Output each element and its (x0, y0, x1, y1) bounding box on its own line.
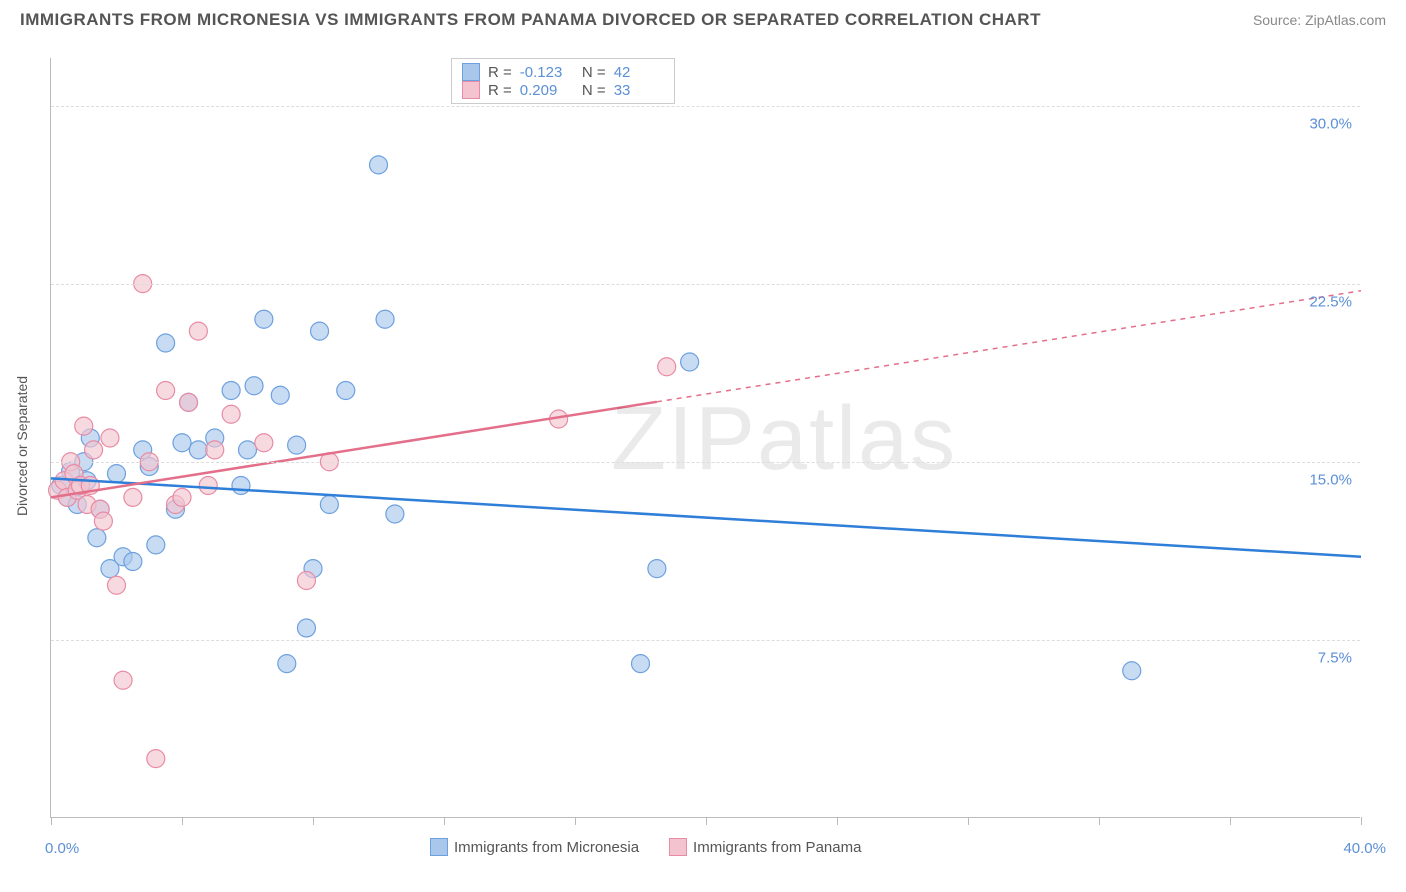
legend-label: Immigrants from Panama (693, 839, 861, 856)
x-tick (444, 817, 445, 825)
x-tick (706, 817, 707, 825)
y-tick-label: 22.5% (1309, 293, 1352, 310)
stats-row: R = -0.123 N = 42 (462, 63, 664, 81)
n-value: 42 (614, 64, 664, 81)
x-tick (1361, 817, 1362, 825)
gridline (51, 284, 1360, 285)
plot-area: ZIPatlas R =-0.123 N =42R =0.209 N =33 7… (50, 58, 1360, 818)
x-tick (51, 817, 52, 825)
x-max-label: 40.0% (1343, 840, 1386, 857)
x-tick (575, 817, 576, 825)
n-label: N = (578, 64, 606, 81)
y-tick-label: 7.5% (1318, 649, 1352, 666)
legend-item: Immigrants from Micronesia (430, 838, 639, 856)
x-tick (837, 817, 838, 825)
x-tick (313, 817, 314, 825)
x-tick (968, 817, 969, 825)
x-tick (1230, 817, 1231, 825)
x-tick (182, 817, 183, 825)
r-value: 0.209 (520, 82, 570, 99)
stats-row: R = 0.209 N = 33 (462, 81, 664, 99)
gridline (51, 640, 1360, 641)
legend-swatch (430, 838, 448, 856)
chart-title: IMMIGRANTS FROM MICRONESIA VS IMMIGRANTS… (20, 10, 1041, 30)
y-tick-label: 15.0% (1309, 471, 1352, 488)
legend-label: Immigrants from Micronesia (454, 839, 639, 856)
r-value: -0.123 (520, 64, 570, 81)
scatter-svg (51, 58, 1360, 817)
stats-legend-box: R = -0.123 N = 42 R = 0.209 N = 33 (451, 58, 675, 104)
series-swatch (462, 81, 480, 99)
y-axis-label: Divorced or Separated (14, 376, 30, 516)
series-swatch (462, 63, 480, 81)
y-tick-label: 30.0% (1309, 115, 1352, 132)
source-label: Source: ZipAtlas.com (1253, 12, 1386, 28)
bottom-legend: Immigrants from Micronesia Immigrants fro… (430, 838, 861, 856)
x-tick (1099, 817, 1100, 825)
n-value: 33 (614, 82, 664, 99)
x-min-label: 0.0% (45, 840, 79, 857)
r-label: R = (488, 82, 512, 99)
gridline (51, 106, 1360, 107)
legend-swatch (669, 838, 687, 856)
r-label: R = (488, 64, 512, 81)
n-label: N = (578, 82, 606, 99)
legend-item: Immigrants from Panama (669, 838, 861, 856)
gridline (51, 462, 1360, 463)
